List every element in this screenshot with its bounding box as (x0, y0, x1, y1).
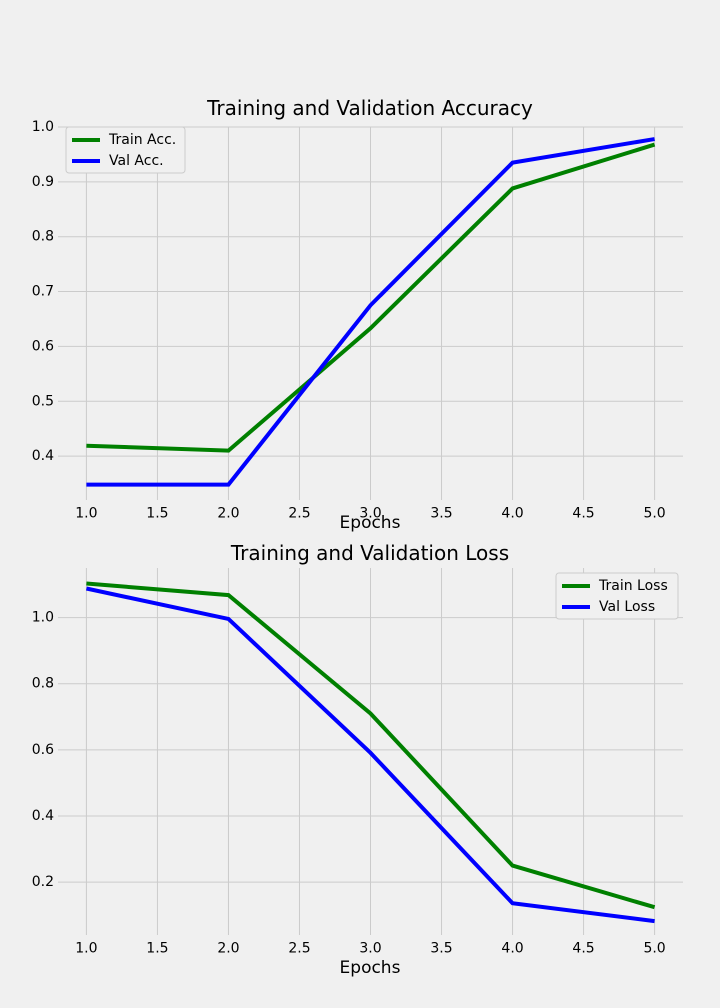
x-tick-label: 3.5 (430, 941, 452, 957)
accuracy-legend: Train Acc. Val Acc. (65, 126, 186, 174)
y-tick-label: 0.9 (32, 174, 54, 190)
y-tick-label: 0.8 (32, 229, 54, 245)
x-tick-label: 4.0 (501, 506, 523, 522)
y-tick-label: 0.6 (32, 338, 54, 354)
accuracy-y-ticks: 0.4 0.5 0.6 0.7 0.8 0.9 1.0 (32, 119, 54, 464)
x-tick-label: 1.5 (146, 506, 168, 522)
x-tick-label: 1.0 (75, 941, 97, 957)
y-tick-label: 0.8 (32, 676, 54, 692)
x-tick-label: 1.5 (146, 941, 168, 957)
y-tick-label: 0.2 (32, 874, 54, 890)
accuracy-series-line-0 (86, 142, 656, 453)
accuracy-chart: 1.0 1.5 2.0 2.5 3.0 3.5 4.0 4.5 5.0 0.4 0.5 0.6 0.7… (32, 96, 683, 533)
x-tick-label: 2.0 (217, 506, 239, 522)
x-tick-label: 4.5 (572, 941, 594, 957)
accuracy-grid (58, 126, 683, 500)
x-tick-label: 4.5 (572, 506, 594, 522)
accuracy-series (86, 137, 656, 487)
y-tick-label: 0.4 (32, 448, 54, 464)
loss-legend-label: Train Loss (598, 578, 668, 594)
x-tick-label: 2.5 (288, 941, 310, 957)
y-tick-label: 0.4 (32, 808, 54, 824)
y-tick-label: 0.5 (32, 393, 54, 409)
y-tick-label: 0.7 (32, 284, 54, 300)
loss-y-ticks: 0.2 0.4 0.6 0.8 1.0 (32, 610, 54, 891)
y-tick-label: 1.0 (32, 610, 54, 626)
x-tick-label: 3.5 (430, 506, 452, 522)
loss-chart-title: Training and Validation Loss (230, 541, 509, 565)
loss-legend-label: Val Loss (599, 599, 655, 615)
y-tick-label: 1.0 (32, 119, 54, 135)
x-tick-label: 5.0 (643, 941, 665, 957)
loss-x-axis-label: Epochs (340, 958, 401, 978)
y-tick-label: 0.6 (32, 742, 54, 758)
x-tick-label: 4.0 (501, 941, 523, 957)
x-tick-label: 3.0 (359, 506, 381, 522)
accuracy-x-axis-label: Epochs (340, 513, 401, 533)
accuracy-series-line-1 (86, 137, 655, 487)
loss-grid (58, 568, 683, 935)
accuracy-legend-label: Val Acc. (109, 153, 164, 169)
x-tick-label: 1.0 (75, 506, 97, 522)
x-tick-label: 2.0 (217, 941, 239, 957)
loss-series-line-1 (85, 586, 655, 924)
accuracy-chart-title: Training and Validation Accuracy (206, 96, 533, 120)
accuracy-x-ticks: 1.0 1.5 2.0 2.5 3.0 3.5 4.0 4.5 5.0 (75, 506, 665, 522)
x-tick-label: 2.5 (288, 506, 310, 522)
loss-series-line-0 (86, 581, 656, 910)
loss-x-ticks: 1.0 1.5 2.0 2.5 3.0 3.5 4.0 4.5 5.0 (75, 941, 665, 957)
x-tick-label: 3.0 (359, 941, 381, 957)
x-tick-label: 5.0 (643, 506, 665, 522)
loss-chart: 1.0 1.5 2.0 2.5 3.0 3.5 4.0 4.5 5.0 0.2 0.4 0.6 0.8… (32, 541, 683, 978)
loss-legend: Train Loss Val Loss (555, 572, 679, 620)
accuracy-legend-label: Train Acc. (108, 132, 176, 148)
loss-series (85, 581, 656, 924)
